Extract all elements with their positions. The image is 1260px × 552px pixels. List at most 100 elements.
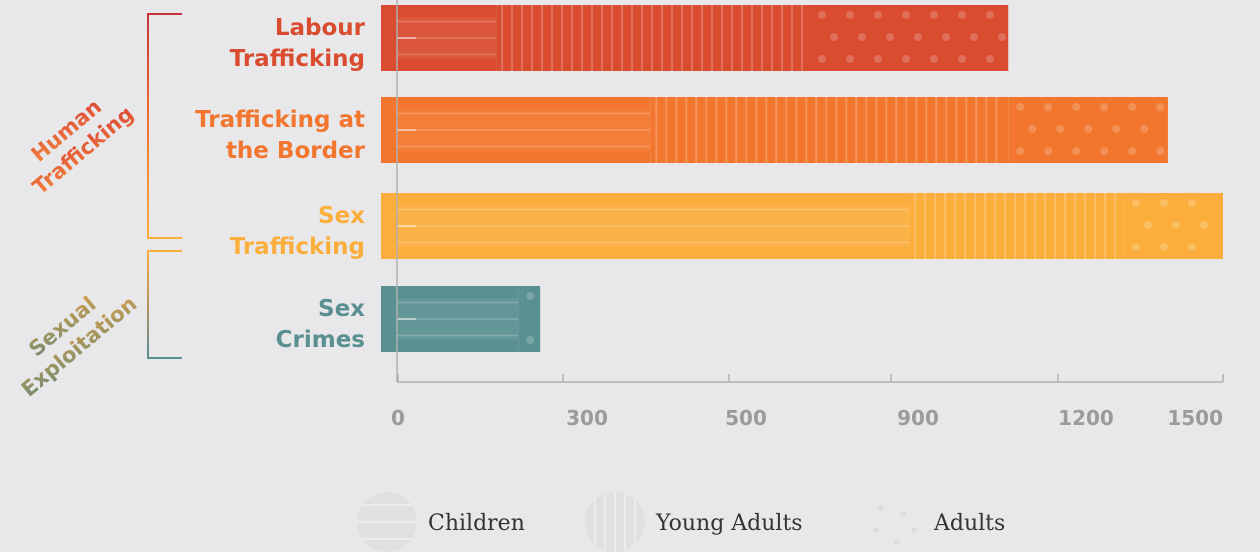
group-label-human-trafficking: Human Trafficking <box>27 94 138 199</box>
bar-segment-children <box>397 97 651 163</box>
bar-segment-children <box>397 193 910 259</box>
bar-stub <box>381 5 397 71</box>
bar-segment-fill <box>496 5 810 71</box>
bar-segment-young-adults <box>650 97 1009 163</box>
dot <box>1112 125 1121 133</box>
dot <box>1044 103 1053 111</box>
x-axis: 0 300 500 900 1200 1500 <box>391 0 1224 430</box>
dot <box>886 33 894 41</box>
bar-segment-fill <box>397 97 651 163</box>
legend-swatch-children <box>357 492 417 552</box>
dot <box>526 292 535 300</box>
dot <box>818 55 826 63</box>
dot <box>874 55 882 63</box>
dot <box>1156 103 1165 111</box>
bar-stub <box>381 193 397 259</box>
dot <box>958 55 966 63</box>
dot <box>1156 147 1165 155</box>
bar-segment-fill <box>1008 97 1168 163</box>
category-label-sex-trafficking-line-2: Trafficking <box>230 234 365 260</box>
bar-segment-fill <box>397 286 519 352</box>
category-label-trafficking-at-the-border-line-2: the Border <box>226 138 366 164</box>
dot <box>1131 199 1140 207</box>
category-label-sex-crimes-line-2: Crimes <box>276 327 365 353</box>
stripe-band <box>397 108 651 152</box>
dot <box>1128 103 1137 111</box>
dot <box>830 33 838 41</box>
group-bracket-sexual-exploitation <box>147 250 182 359</box>
bar-segment-fill <box>518 286 541 352</box>
category-label-sex-trafficking-line-1: Sex <box>318 203 365 229</box>
dot <box>986 11 994 19</box>
bar-segment-adults <box>810 5 1009 71</box>
dot <box>1016 103 1025 111</box>
x-tick-label-1200: 1200 <box>1058 406 1114 430</box>
x-tick-label-500: 500 <box>725 406 767 430</box>
x-tick-label-300: 300 <box>566 406 608 430</box>
legend-label-young-adults: Young Adults <box>655 511 803 536</box>
dot <box>846 11 854 19</box>
x-tick-label-0: 0 <box>391 406 405 430</box>
dot <box>1028 125 1037 133</box>
bar-row-trafficking-at-the-border <box>381 97 1168 163</box>
x-tick-label-1500: 1500 <box>1167 406 1223 430</box>
dot <box>1187 199 1196 207</box>
bar-segment-young-adults <box>909 193 1124 259</box>
bars-layer <box>381 5 1223 352</box>
legend-swatch-adults <box>863 492 923 552</box>
dot <box>846 55 854 63</box>
bar-stub <box>381 97 397 163</box>
stripe-band <box>397 297 519 341</box>
legend-item-children: Children <box>357 492 525 552</box>
dot <box>902 55 910 63</box>
dot <box>1159 199 1168 207</box>
dot <box>526 336 535 344</box>
x-tick-label-900: 900 <box>897 406 939 430</box>
group-bracket-human-trafficking <box>147 13 182 239</box>
dot <box>1016 147 1025 155</box>
bar-segment-adults <box>1008 97 1168 163</box>
bar-stub <box>381 286 397 352</box>
bar-segment-fill <box>810 5 1009 71</box>
dot <box>1056 125 1065 133</box>
dot <box>1159 243 1168 251</box>
category-label-trafficking-at-the-border-line-1: Trafficking at <box>195 107 365 133</box>
group-label-sexual-exploitation: Sexual Exploitation <box>17 291 142 401</box>
dot <box>1084 125 1093 133</box>
dot <box>858 33 866 41</box>
dot <box>998 33 1006 41</box>
bar-row-sex-trafficking <box>381 193 1223 259</box>
legend-item-adults: Adults <box>863 492 1005 552</box>
bar-row-sex-crimes <box>381 286 541 352</box>
dot <box>1199 221 1208 229</box>
dot <box>902 11 910 19</box>
legend-label-children: Children <box>428 511 525 536</box>
dot <box>1128 147 1137 155</box>
bar-segment-fill <box>1123 193 1223 259</box>
bar-segment-young-adults <box>496 5 810 71</box>
legend: Children Young Adults Adults <box>357 492 1005 552</box>
bar-segment-children <box>397 286 519 352</box>
dot <box>986 55 994 63</box>
dot <box>1100 147 1109 155</box>
dot <box>958 11 966 19</box>
dot <box>1140 125 1149 133</box>
dot <box>930 11 938 19</box>
category-label-labour-trafficking-line-2: Trafficking <box>230 46 365 72</box>
bar-segment-fill <box>397 193 910 259</box>
category-labels: Labour Trafficking Trafficking at the Borde… <box>195 15 366 353</box>
dot <box>874 11 882 19</box>
dot <box>1171 221 1180 229</box>
legend-item-young-adults: Young Adults <box>585 492 803 552</box>
legend-swatch-young-adults <box>585 492 645 552</box>
bar-row-labour-trafficking <box>381 5 1009 71</box>
bar-segment-adults <box>518 286 541 352</box>
dot <box>1187 243 1196 251</box>
dot <box>1100 103 1109 111</box>
legend-label-adults: Adults <box>933 511 1005 536</box>
dot <box>942 33 950 41</box>
bar-segment-adults <box>1123 193 1223 259</box>
category-label-sex-crimes-line-1: Sex <box>318 296 365 322</box>
dot <box>1044 147 1053 155</box>
